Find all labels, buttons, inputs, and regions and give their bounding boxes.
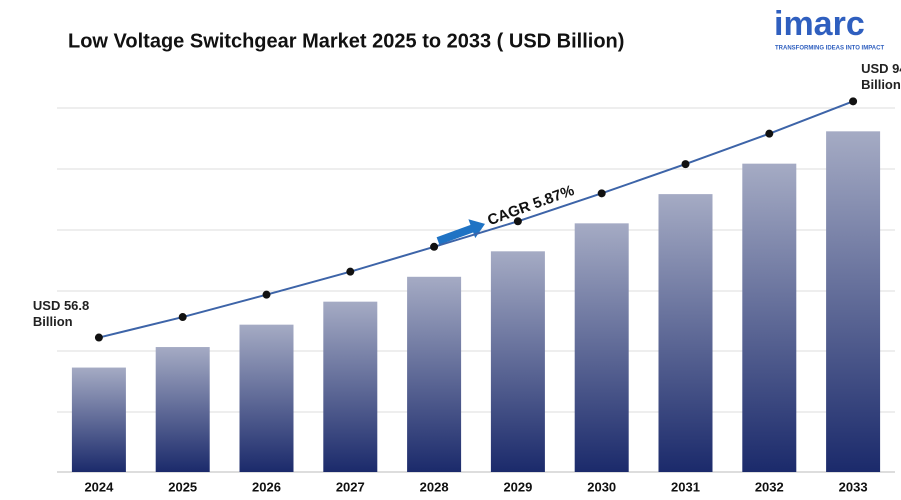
value-label: USD 94.8 Billion — [861, 61, 901, 93]
logo: imarc — [774, 5, 865, 43]
line-point — [94, 333, 103, 342]
x-tick-label: 2032 — [755, 479, 784, 494]
x-tick-label: 2024 — [84, 479, 114, 494]
line-point — [346, 267, 355, 276]
x-tick-label: 2026 — [252, 479, 281, 494]
x-tick-label: 2028 — [420, 479, 449, 494]
bar — [742, 163, 797, 473]
line-point — [849, 97, 858, 106]
x-tick-label: 2031 — [671, 479, 700, 494]
x-tick-label: 2033 — [839, 479, 868, 494]
x-tick-label: 2030 — [587, 479, 616, 494]
bar — [323, 301, 378, 472]
bar — [155, 347, 210, 472]
bar — [490, 251, 545, 472]
line-point — [513, 217, 522, 226]
x-tick-label: 2027 — [336, 479, 365, 494]
bar — [658, 194, 713, 473]
line-point — [597, 189, 606, 198]
bar — [574, 223, 629, 472]
bar — [826, 131, 881, 472]
bar — [71, 367, 126, 472]
x-tick-label: 2025 — [168, 479, 197, 494]
bar — [407, 276, 462, 472]
line-point — [178, 313, 187, 322]
trend-line — [98, 100, 854, 339]
logo-tagline: TRANSFORMING IDEAS INTO IMPACT — [775, 46, 884, 52]
bar — [239, 324, 294, 472]
line-point — [681, 160, 690, 169]
line-point — [765, 129, 774, 138]
line-point — [430, 242, 439, 251]
chart-title: Low Voltage Switchgear Market 2025 to 20… — [68, 30, 624, 52]
x-tick-label: 2029 — [503, 479, 532, 494]
value-label: USD 56.8 Billion — [32, 297, 90, 329]
line-point — [262, 290, 271, 299]
